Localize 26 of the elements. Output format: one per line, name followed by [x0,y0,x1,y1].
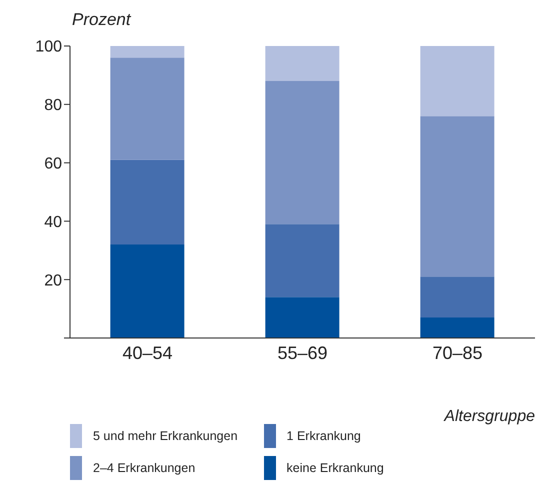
bar [110,244,184,338]
y-tick-label: 40 [44,214,62,231]
y-axis-title: Prozent [72,10,131,30]
bar [110,46,184,58]
x-tick-label: 55–69 [277,342,328,363]
bar [265,81,340,224]
bar [420,46,494,116]
bar [110,58,184,160]
bar [265,297,340,338]
y-tick-label: 80 [44,97,62,114]
bar [420,116,494,277]
x-axis-title: Altersgruppe [444,408,535,426]
bar [110,160,184,245]
legend-label: 1 Erkrankung [286,429,361,443]
bar [265,224,340,298]
x-tick-label: 40–54 [122,342,173,363]
bar [420,318,494,338]
bar [420,276,494,318]
legend-label: 2–4 Erkrankungen [93,461,196,475]
bar [265,46,340,82]
legend-label: 5 und mehr Erkrankungen [93,429,238,443]
x-tick-label: 70–85 [432,342,483,363]
legend-label: keine Erkrankung [286,461,384,475]
y-tick-label: 100 [35,38,62,56]
y-tick-label: 20 [44,272,62,290]
y-tick-label: 60 [44,155,62,172]
